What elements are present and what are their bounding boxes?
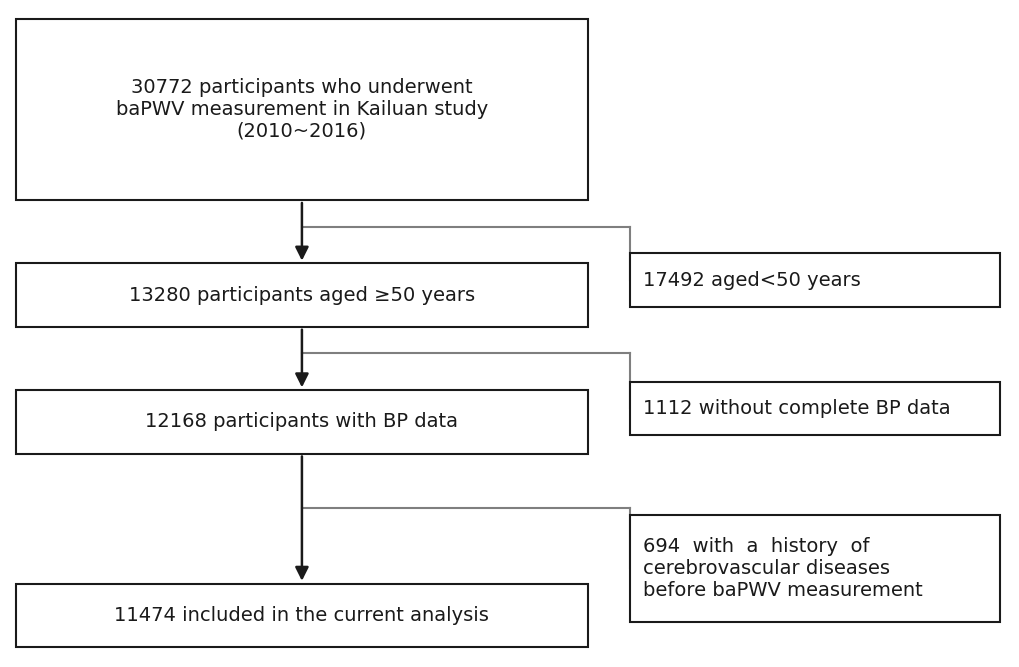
Text: 694  with  a  history  of
cerebrovascular diseases
before baPWV measurement: 694 with a history of cerebrovascular di… — [642, 537, 921, 600]
Text: 13280 participants aged ≥50 years: 13280 participants aged ≥50 years — [128, 285, 475, 305]
FancyBboxPatch shape — [630, 515, 999, 622]
Text: 30772 participants who underwent
baPWV measurement in Kailuan study
(2010~2016): 30772 participants who underwent baPWV m… — [116, 78, 487, 141]
Text: 1112 without complete BP data: 1112 without complete BP data — [642, 399, 950, 418]
FancyBboxPatch shape — [16, 19, 587, 200]
Text: 17492 aged<50 years: 17492 aged<50 years — [642, 271, 859, 289]
FancyBboxPatch shape — [630, 253, 999, 307]
Text: 12168 participants with BP data: 12168 participants with BP data — [146, 412, 458, 432]
FancyBboxPatch shape — [16, 584, 587, 647]
Text: 11474 included in the current analysis: 11474 included in the current analysis — [114, 606, 489, 625]
FancyBboxPatch shape — [630, 382, 999, 435]
FancyBboxPatch shape — [16, 390, 587, 454]
FancyBboxPatch shape — [16, 263, 587, 327]
